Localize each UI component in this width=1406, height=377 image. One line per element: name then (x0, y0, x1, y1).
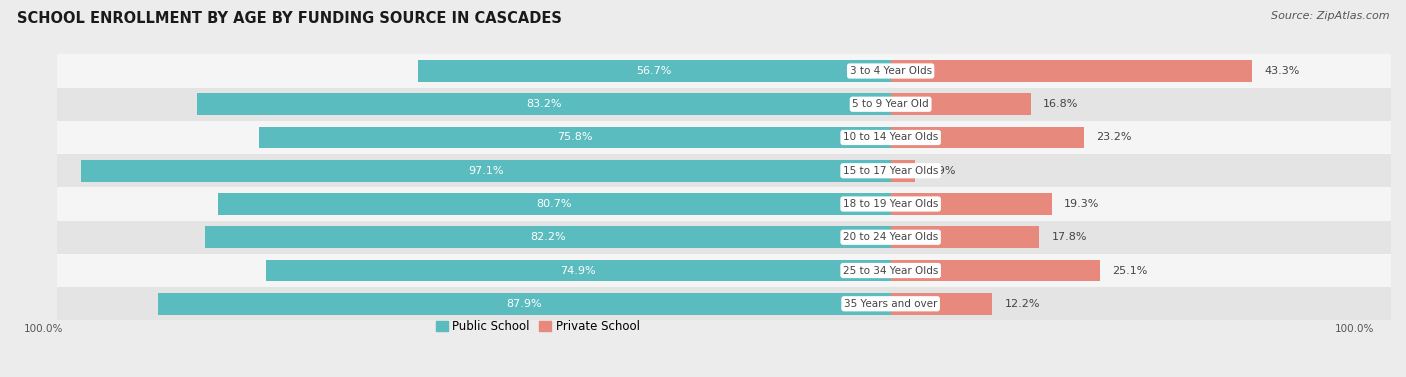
Text: 25.1%: 25.1% (1112, 265, 1147, 276)
Text: 83.2%: 83.2% (526, 99, 561, 109)
Bar (890, 93, 1031, 115)
Text: 74.9%: 74.9% (561, 265, 596, 276)
Bar (266, 260, 890, 281)
Text: 17.8%: 17.8% (1052, 232, 1087, 242)
Bar (890, 160, 915, 182)
Bar (418, 60, 890, 82)
Text: Source: ZipAtlas.com: Source: ZipAtlas.com (1271, 11, 1389, 21)
Text: 100.0%: 100.0% (1334, 324, 1374, 334)
Text: 20 to 24 Year Olds: 20 to 24 Year Olds (844, 232, 938, 242)
Text: 18 to 19 Year Olds: 18 to 19 Year Olds (844, 199, 938, 209)
Bar (890, 260, 1099, 281)
Bar (259, 127, 890, 148)
Text: 56.7%: 56.7% (637, 66, 672, 76)
Text: 25 to 34 Year Olds: 25 to 34 Year Olds (844, 265, 938, 276)
Text: 5 to 9 Year Old: 5 to 9 Year Old (852, 99, 929, 109)
Bar (890, 127, 1084, 148)
Bar (890, 293, 993, 314)
Bar (56, 87, 1406, 121)
Text: 12.2%: 12.2% (1005, 299, 1040, 309)
Bar (205, 227, 890, 248)
Bar (890, 60, 1251, 82)
Bar (56, 287, 1406, 320)
Bar (82, 160, 890, 182)
Bar (56, 154, 1406, 187)
Text: 97.1%: 97.1% (468, 166, 503, 176)
Text: 16.8%: 16.8% (1043, 99, 1078, 109)
Text: 80.7%: 80.7% (537, 199, 572, 209)
Legend: Public School, Private School: Public School, Private School (432, 315, 644, 338)
Bar (56, 187, 1406, 221)
Bar (890, 227, 1039, 248)
Bar (56, 254, 1406, 287)
Text: SCHOOL ENROLLMENT BY AGE BY FUNDING SOURCE IN CASCADES: SCHOOL ENROLLMENT BY AGE BY FUNDING SOUR… (17, 11, 562, 26)
Bar (56, 54, 1406, 87)
Text: 100.0%: 100.0% (24, 324, 63, 334)
Bar (218, 193, 890, 215)
Text: 35 Years and over: 35 Years and over (844, 299, 938, 309)
Text: 3 to 4 Year Olds: 3 to 4 Year Olds (849, 66, 932, 76)
Text: 2.9%: 2.9% (928, 166, 956, 176)
Text: 15 to 17 Year Olds: 15 to 17 Year Olds (844, 166, 938, 176)
Text: 19.3%: 19.3% (1064, 199, 1099, 209)
Text: 82.2%: 82.2% (530, 232, 565, 242)
Text: 10 to 14 Year Olds: 10 to 14 Year Olds (844, 132, 938, 143)
Bar (197, 93, 890, 115)
Text: 75.8%: 75.8% (557, 132, 592, 143)
Text: 23.2%: 23.2% (1097, 132, 1132, 143)
Bar (56, 221, 1406, 254)
Text: 87.9%: 87.9% (506, 299, 541, 309)
Bar (890, 193, 1052, 215)
Bar (157, 293, 890, 314)
Bar (56, 121, 1406, 154)
Text: 43.3%: 43.3% (1264, 66, 1299, 76)
